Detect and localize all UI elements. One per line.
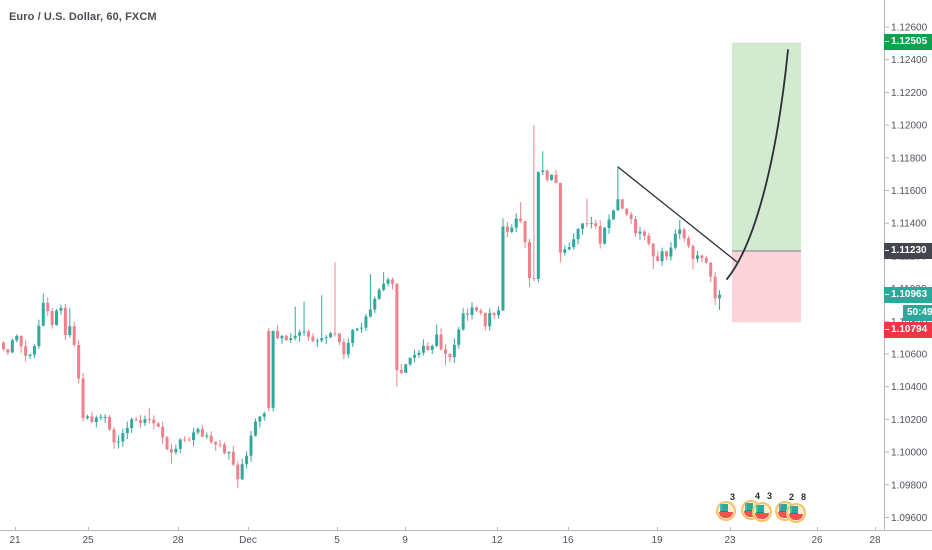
event-badge-count: 3 — [767, 491, 773, 501]
event-badge-icon[interactable] — [752, 502, 772, 522]
svg-text:5: 5 — [334, 535, 340, 546]
trendline[interactable] — [617, 166, 738, 263]
event-badge-count: 8 — [801, 492, 807, 502]
svg-text:28: 28 — [869, 535, 881, 546]
svg-text:21: 21 — [9, 535, 21, 546]
symbol-title: Euro / U.S. Dollar, 60, FXCM — [9, 11, 157, 23]
bar-countdown-label: 50:49 — [903, 305, 932, 321]
svg-text:1.12200: 1.12200 — [891, 88, 928, 99]
svg-text:1.10400: 1.10400 — [891, 382, 928, 393]
svg-text:23: 23 — [724, 535, 736, 546]
svg-text:26: 26 — [811, 535, 823, 546]
svg-text:1.09800: 1.09800 — [891, 480, 928, 491]
stop-price-label[interactable]: 1.10794 — [884, 322, 932, 338]
time-axis[interactable] — [0, 530, 884, 550]
svg-text:1.11800: 1.11800 — [891, 153, 927, 164]
event-badge-count: 3 — [730, 492, 736, 502]
profit-zone — [732, 42, 801, 251]
svg-text:1.10600: 1.10600 — [891, 350, 928, 361]
svg-text:19: 19 — [651, 535, 663, 546]
svg-text:1.12600: 1.12600 — [891, 23, 928, 34]
event-badge-count: 4 — [755, 491, 761, 501]
event-badge-icon[interactable] — [716, 501, 736, 521]
svg-text:16: 16 — [562, 535, 574, 546]
svg-text:25: 25 — [82, 535, 94, 546]
target-price-label[interactable]: 1.12505 — [884, 34, 932, 50]
last-price-label: 1.10963 — [884, 287, 932, 303]
svg-text:1.10200: 1.10200 — [891, 415, 928, 426]
event-badge-count: 2 — [789, 492, 795, 502]
svg-text:1.12400: 1.12400 — [891, 55, 928, 66]
svg-text:9: 9 — [402, 535, 408, 546]
svg-text:12: 12 — [491, 535, 503, 546]
svg-text:1.11400: 1.11400 — [891, 219, 927, 230]
svg-text:1.09600: 1.09600 — [891, 513, 928, 524]
price-axis[interactable] — [884, 0, 932, 530]
loss-zone — [732, 250, 801, 323]
svg-text:Dec: Dec — [239, 535, 257, 546]
svg-text:1.12000: 1.12000 — [891, 121, 928, 132]
projection-curve[interactable] — [726, 49, 789, 280]
long-position-tool[interactable] — [732, 42, 801, 323]
svg-text:1.11600: 1.11600 — [891, 186, 927, 197]
candles — [2, 125, 722, 489]
svg-text:1.10000: 1.10000 — [891, 448, 928, 459]
event-badge-icon[interactable] — [786, 503, 806, 523]
svg-text:28: 28 — [172, 535, 184, 546]
entry-price-label[interactable]: 1.11230 — [884, 243, 932, 259]
